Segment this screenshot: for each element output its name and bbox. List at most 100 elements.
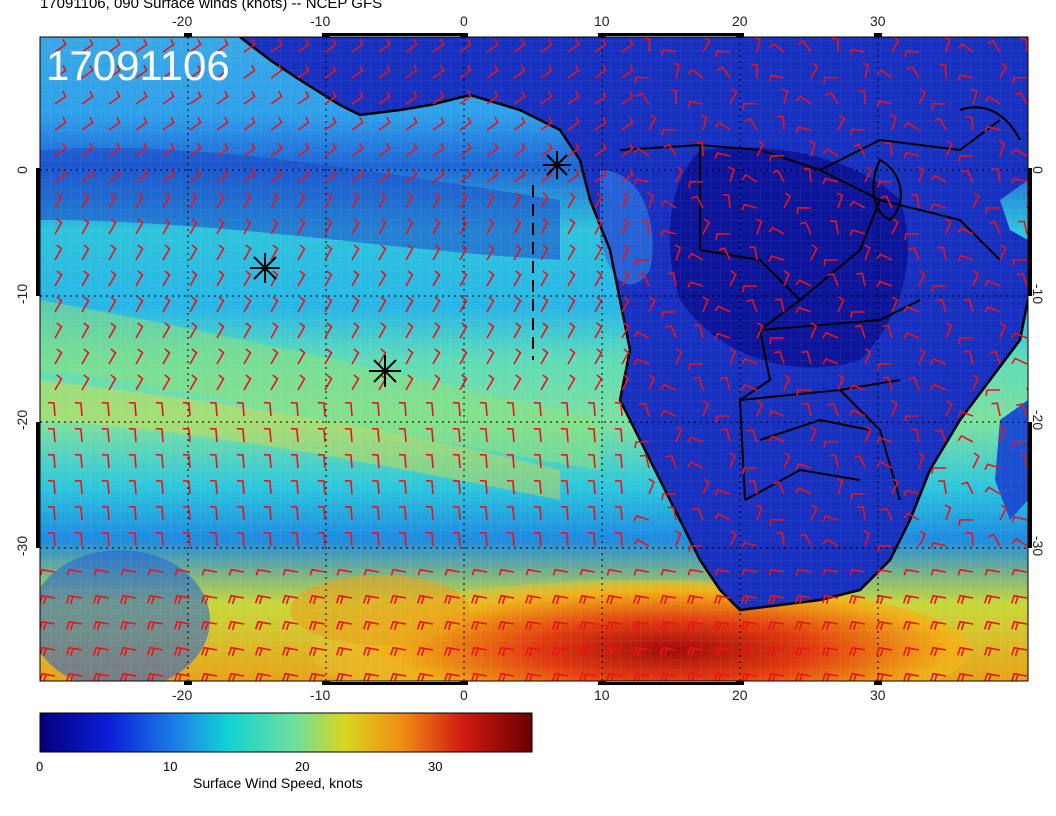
wind-barb <box>351 270 360 287</box>
wind-barb <box>971 88 978 105</box>
wind-barb <box>270 192 279 209</box>
wind-barb <box>155 453 164 469</box>
wind-barb <box>1011 357 1028 365</box>
wind-barb <box>696 141 704 157</box>
wind-barb <box>344 453 353 469</box>
wind-barb <box>54 296 63 313</box>
wind-barb <box>903 489 920 497</box>
wind-barb <box>470 594 488 605</box>
wind-barb <box>567 296 576 313</box>
wind-barb <box>767 594 785 605</box>
wind-barb <box>209 505 218 521</box>
wind-barb <box>633 514 650 522</box>
wind-barb <box>201 568 218 576</box>
wind-barb <box>972 374 980 391</box>
lat-tick-left: -20 <box>14 409 31 431</box>
wind-barb <box>849 384 866 391</box>
wind-barb <box>876 568 893 576</box>
lon-tick-top: -20 <box>172 13 193 29</box>
wind-barb <box>189 192 198 209</box>
wind-barb <box>297 64 310 79</box>
wind-barb <box>634 258 650 266</box>
wind-barb <box>902 620 920 631</box>
wind-barb <box>513 270 522 287</box>
wind-barb <box>459 38 472 53</box>
wind-barb <box>135 38 148 53</box>
wind-barb <box>944 504 952 521</box>
wind-barb <box>351 374 360 391</box>
wind-barb <box>470 620 488 631</box>
wind-barb <box>621 64 634 79</box>
wind-barb <box>945 322 953 339</box>
wind-barb <box>1011 537 1028 547</box>
wind-barb <box>746 298 758 313</box>
wind-barb <box>513 90 526 105</box>
wind-barb <box>693 376 704 391</box>
wind-barb <box>432 348 441 365</box>
wind-barb <box>621 116 634 131</box>
wind-barb <box>849 200 866 209</box>
wind-barb <box>506 531 515 547</box>
wind-barb <box>822 177 839 185</box>
wind-barb <box>317 427 326 443</box>
wind-barb <box>729 452 736 469</box>
wind-barb <box>714 512 731 521</box>
wind-barb <box>308 594 326 605</box>
wind-barb <box>119 594 137 605</box>
wind-barb <box>297 142 310 157</box>
wind-barb <box>1014 91 1028 105</box>
wind-barb <box>659 594 677 605</box>
wind-barb <box>405 38 418 53</box>
wind-barb <box>263 453 272 469</box>
wind-barb <box>513 322 522 339</box>
wind-barb <box>378 192 387 209</box>
wind-barb <box>985 207 1001 215</box>
wind-barb <box>336 568 353 576</box>
wind-barb <box>459 168 472 183</box>
wind-barb <box>101 453 110 469</box>
wind-barb <box>984 95 1001 105</box>
colorbar-tick: 20 <box>295 759 310 774</box>
wind-barb <box>1012 441 1028 448</box>
wind-barb <box>748 480 758 495</box>
wind-barb <box>957 568 974 576</box>
wind-barb <box>425 505 434 521</box>
storm-marker-2 <box>250 253 280 283</box>
wind-barb <box>270 64 283 79</box>
wind-barb <box>605 594 623 605</box>
colorbar <box>39 712 533 753</box>
wind-barb <box>216 296 225 313</box>
wind-barb <box>794 594 812 605</box>
wind-barb <box>281 594 299 605</box>
wind-barb <box>621 374 630 391</box>
wind-barb <box>567 374 576 391</box>
wind-barb <box>540 296 549 313</box>
wind-barb <box>452 505 461 521</box>
wind-barb <box>351 116 364 131</box>
wind-barb <box>702 400 710 417</box>
wind-barb <box>486 348 495 365</box>
wind-barb <box>877 180 893 188</box>
wind-barb <box>108 64 121 79</box>
wind-barb <box>459 218 468 235</box>
wind-barb <box>660 383 677 391</box>
wind-barb <box>702 218 711 235</box>
wind-barb <box>81 270 90 287</box>
wind-barb <box>263 401 272 417</box>
wind-barb <box>243 296 252 313</box>
wind-barb <box>270 90 283 105</box>
wind-barb <box>228 568 245 576</box>
wind-barb <box>687 68 704 79</box>
wind-barb <box>567 244 576 261</box>
wind-barb <box>984 463 1001 471</box>
wind-barb <box>47 531 56 547</box>
wind-barb <box>81 38 94 53</box>
wind-barb <box>135 168 148 183</box>
wind-barb <box>255 568 272 576</box>
wind-barb <box>984 568 1001 576</box>
wind-barb <box>189 218 198 235</box>
wind-barb <box>378 116 391 131</box>
colorbar-label: Surface Wind Speed, knots <box>193 775 363 791</box>
wind-barb <box>718 247 731 261</box>
